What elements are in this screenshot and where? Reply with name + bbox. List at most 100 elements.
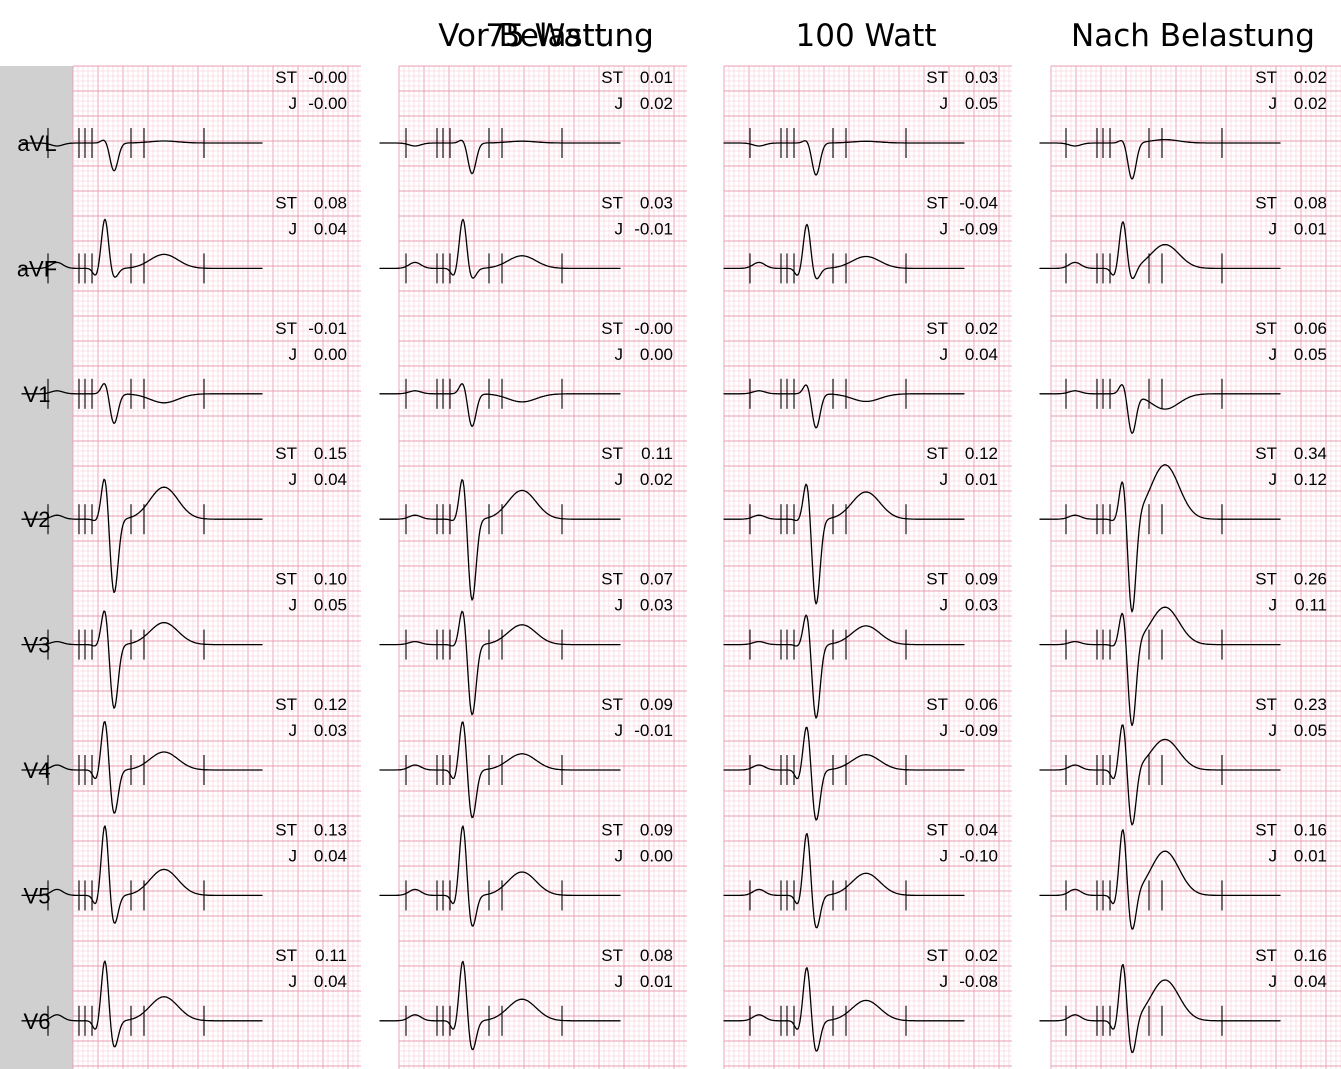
ecg-trace-v1 [723,384,965,429]
j-value: 0.01 [965,470,998,489]
st-value: 0.23 [1294,695,1327,714]
st-value: 0.09 [640,695,673,714]
j-label: J [615,596,624,615]
st-value: 0.08 [1294,193,1327,212]
ecg-trace-v2 [21,478,263,594]
ecg-trace-v2 [1039,464,1281,613]
ecg-trace-v5 [1039,829,1281,930]
j-value: 0.12 [1294,470,1327,489]
ecg-trace-v6 [1039,963,1281,1054]
ecg-trace-v5 [379,825,621,927]
ecg-trace-avf [723,223,965,280]
st-value: 0.09 [965,570,998,589]
ecg-trace-avl [1039,138,1281,180]
st-label: ST [926,695,948,714]
j-label: J [289,846,298,865]
st-label: ST [926,570,948,589]
ecg-trace-avf [1039,221,1281,280]
ecg-trace-v4 [21,721,263,814]
j-value: 0.03 [314,721,347,740]
ecg-trace-avl [21,139,263,172]
st-value: 0.16 [1294,946,1327,965]
j-label: J [289,219,298,238]
st-value: -0.00 [308,68,347,87]
ecg-traces [21,128,1281,1054]
st-label: ST [1255,444,1277,463]
j-label: J [615,94,624,113]
st-value: 0.13 [314,820,347,839]
st-value: 0.03 [640,193,673,212]
ecg-trace-v4 [1039,724,1281,826]
j-value: 0.00 [314,345,347,364]
st-value: 0.15 [314,444,347,463]
st-value: 0.08 [314,193,347,212]
j-label: J [615,219,624,238]
j-label: J [289,596,298,615]
ecg-trace-v2 [379,479,621,601]
j-value: 0.04 [965,345,998,364]
st-value: 0.02 [965,319,998,338]
ecg-trace-v3 [379,610,621,716]
j-value: 0.01 [640,972,673,991]
j-value: -0.01 [634,219,673,238]
ecg-trace-v6 [379,960,621,1051]
j-label: J [289,470,298,489]
j-label: J [940,94,949,113]
j-label: J [1269,345,1278,364]
st-label: ST [275,444,297,463]
j-value: -0.08 [959,972,998,991]
st-value: 0.02 [965,946,998,965]
st-value: 0.09 [640,820,673,839]
j-value: 0.02 [640,94,673,113]
st-label: ST [275,820,297,839]
st-value: 0.01 [640,68,673,87]
st-value: 0.07 [640,570,673,589]
st-label: ST [926,193,948,212]
j-label: J [1269,94,1278,113]
j-label: J [940,846,949,865]
j-value: 0.05 [965,94,998,113]
stage-title: 75 Watt [485,18,606,54]
st-value: -0.04 [959,193,998,212]
st-label: ST [926,68,948,87]
st-value: 0.11 [641,444,673,463]
j-label: J [940,596,949,615]
j-value: 0.11 [1295,596,1327,615]
st-label: ST [601,570,623,589]
st-label: ST [601,946,623,965]
st-label: ST [275,68,297,87]
j-value: 0.00 [640,345,673,364]
st-value: 0.04 [965,820,998,839]
ecg-trace-v3 [1039,606,1281,727]
st-label: ST [926,946,948,965]
ecg-trace-v3 [723,614,965,719]
ecg-trace-avl [379,139,621,175]
st-label: ST [601,444,623,463]
j-value: -0.09 [959,721,998,740]
ecg-trace-v2 [723,483,965,605]
j-value: -0.00 [308,94,347,113]
j-label: J [289,94,298,113]
st-label: ST [1255,319,1277,338]
ecg-trace-v1 [1039,384,1281,434]
j-value: 0.02 [1294,94,1327,113]
ecg-grid-panel [1050,65,1341,1069]
ecg-trace-v4 [723,726,965,821]
ecg-trace-v6 [21,960,263,1048]
j-value: 0.04 [314,219,347,238]
j-label: J [1269,219,1278,238]
st-value: 0.08 [640,946,673,965]
st-label: ST [275,695,297,714]
ecg-trace-avf [21,218,263,278]
st-label: ST [275,570,297,589]
j-label: J [1269,846,1278,865]
st-value: -0.01 [308,319,347,338]
j-value: 0.04 [1294,972,1327,991]
ecg-trace-avf [379,218,621,279]
j-label: J [940,345,949,364]
ecg-trace-v3 [21,610,263,709]
j-label: J [615,972,624,991]
j-label: J [615,846,624,865]
j-label: J [1269,470,1278,489]
